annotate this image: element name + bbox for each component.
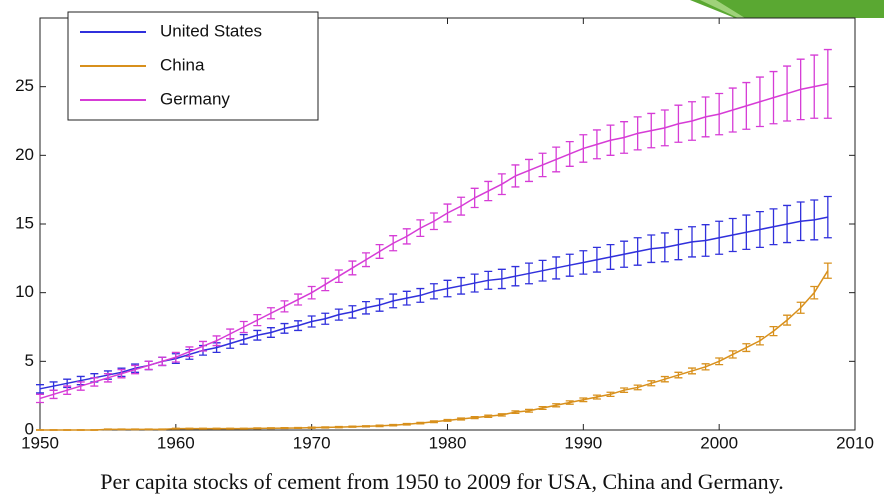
y-tick-label: 10	[15, 282, 34, 301]
x-tick-label: 1970	[293, 433, 331, 452]
chart: Per capita stocks of cement from 1950 to…	[0, 0, 884, 502]
y-tick-label: 5	[25, 351, 34, 370]
page: Per capita stocks of cement from 1950 to…	[0, 0, 884, 502]
legend-label: China	[160, 55, 205, 74]
legend-label: United States	[160, 21, 262, 40]
x-tick-label: 2000	[700, 433, 738, 452]
caption: Per capita stocks of cement from 1950 to…	[100, 469, 783, 494]
x-tick-label: 1960	[157, 433, 195, 452]
x-tick-label: 1990	[564, 433, 602, 452]
y-tick-label: 20	[15, 145, 34, 164]
y-tick-label: 15	[15, 213, 34, 232]
legend-label: Germany	[160, 89, 230, 108]
series-line	[40, 84, 828, 398]
x-tick-label: 1950	[21, 433, 59, 452]
x-tick-label: 2010	[836, 433, 874, 452]
x-tick-label: 1980	[429, 433, 467, 452]
y-tick-label: 25	[15, 76, 34, 95]
